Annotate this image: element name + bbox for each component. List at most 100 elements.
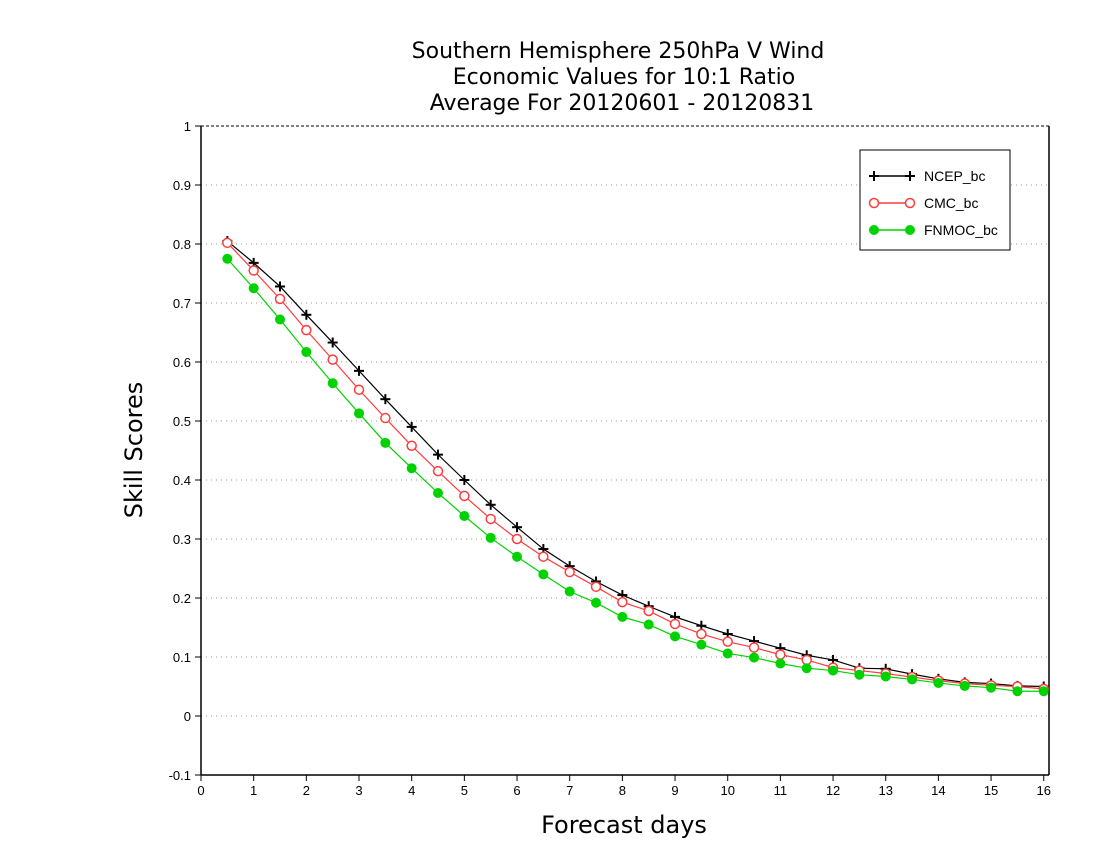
- legend-marker: [869, 225, 879, 235]
- data-point: [301, 346, 312, 357]
- legend-marker: [904, 197, 916, 209]
- legend-marker: [905, 225, 915, 235]
- y-tick-label: 0: [184, 709, 191, 724]
- data-point: [591, 597, 602, 608]
- data-point: [801, 663, 812, 674]
- axes: -0.100.10.20.30.40.50.60.70.80.910 1 2 3 4 5 6…: [169, 119, 1051, 798]
- x-tick-label: 6: [513, 783, 520, 798]
- legend-marker: [868, 197, 880, 209]
- data-point: [959, 680, 970, 691]
- x-tick-label: 0: [197, 783, 204, 798]
- y-tick-label: 0.4: [173, 473, 191, 488]
- data-point: [854, 669, 865, 680]
- series-group: [222, 236, 1049, 697]
- data-point: [459, 490, 470, 502]
- data-point: [327, 354, 338, 365]
- legend-marker: [905, 171, 915, 181]
- data-point: [380, 394, 391, 405]
- data-point: [485, 532, 496, 543]
- data-point: [907, 674, 918, 685]
- data-point: [722, 636, 733, 647]
- data-point: [670, 631, 681, 642]
- data-point: [275, 281, 286, 292]
- legend-item: FNMOC_bc: [869, 222, 998, 238]
- data-point: [538, 569, 549, 580]
- y-tick-label: 0.1: [173, 650, 191, 665]
- data-point: [354, 408, 365, 419]
- data-point: [511, 533, 523, 545]
- data-point: [748, 642, 760, 653]
- data-point: [222, 237, 233, 249]
- data-point: [564, 586, 575, 597]
- x-tick-label: 9: [671, 783, 678, 798]
- data-point: [406, 440, 417, 452]
- chart-title-line-3: Average For 20120601 - 20120831: [430, 91, 815, 116]
- x-tick-label: 4: [408, 783, 415, 798]
- data-point: [828, 665, 839, 676]
- data-point: [775, 649, 786, 660]
- x-tick-label: 15: [984, 783, 998, 798]
- data-point: [248, 283, 259, 294]
- data-point: [617, 611, 628, 622]
- x-axis-title: Forecast days: [541, 811, 707, 839]
- series-line: [226, 240, 1044, 688]
- legend-marker: [869, 171, 879, 181]
- data-point: [801, 654, 812, 666]
- x-tick-label: 14: [931, 783, 945, 798]
- chart-title-line-2: Economic Values for 10:1 Ratio: [453, 65, 795, 90]
- legend-item: CMC_bc: [868, 195, 978, 211]
- y-tick-label: 0.8: [173, 237, 191, 252]
- legend: NCEP_bc CMC_bc FNMOC_bc: [859, 149, 1011, 251]
- data-point: [433, 449, 444, 460]
- y-axis-title: Skill Scores: [120, 382, 148, 519]
- y-tick-label: 1: [184, 119, 191, 134]
- data-point: [590, 581, 602, 593]
- data-point: [433, 487, 444, 498]
- data-point: [749, 652, 760, 663]
- data-point: [275, 314, 286, 325]
- data-point: [327, 378, 338, 389]
- data-point: [696, 639, 707, 650]
- y-tick-label: 0.7: [173, 296, 191, 311]
- data-point: [432, 465, 444, 477]
- data-point: [459, 510, 470, 521]
- x-tick-label: 11: [774, 783, 788, 798]
- data-point: [327, 337, 338, 348]
- data-point: [880, 671, 891, 682]
- legend-box: [859, 149, 1011, 251]
- data-point: [538, 551, 549, 562]
- data-point: [380, 437, 391, 448]
- legend-label: NCEP_bc: [924, 168, 985, 184]
- legend-label: CMC_bc: [924, 195, 978, 211]
- y-tick-label: 0.6: [173, 355, 191, 370]
- x-tick-label: 1: [250, 783, 257, 798]
- data-point: [643, 605, 654, 617]
- chart-title-line-1: Southern Hemisphere 250hPa V Wind: [412, 39, 825, 64]
- data-point: [696, 628, 707, 640]
- data-point: [301, 309, 312, 320]
- data-point: [354, 365, 365, 376]
- data-point: [933, 677, 944, 688]
- y-tick-label: 0.9: [173, 178, 191, 193]
- data-point: [485, 499, 496, 510]
- series-line: [226, 242, 1044, 690]
- data-point: [301, 324, 312, 336]
- data-point: [222, 253, 233, 264]
- data-point: [617, 596, 628, 608]
- data-point: [353, 384, 365, 395]
- data-point: [1038, 686, 1049, 697]
- x-tick-label: 3: [355, 783, 362, 798]
- data-point: [775, 658, 786, 669]
- x-tick-label: 13: [878, 783, 892, 798]
- y-tick-label: 0.5: [173, 414, 191, 429]
- x-tick-label: 5: [461, 783, 468, 798]
- series-line: [226, 258, 1044, 692]
- data-point: [643, 619, 654, 630]
- legend-label: FNMOC_bc: [924, 222, 998, 238]
- y-tick-label: 0.2: [173, 591, 191, 606]
- data-point: [512, 551, 523, 562]
- data-point: [248, 265, 259, 276]
- x-tick-label: 8: [619, 783, 626, 798]
- grid-lines: [201, 184, 1049, 717]
